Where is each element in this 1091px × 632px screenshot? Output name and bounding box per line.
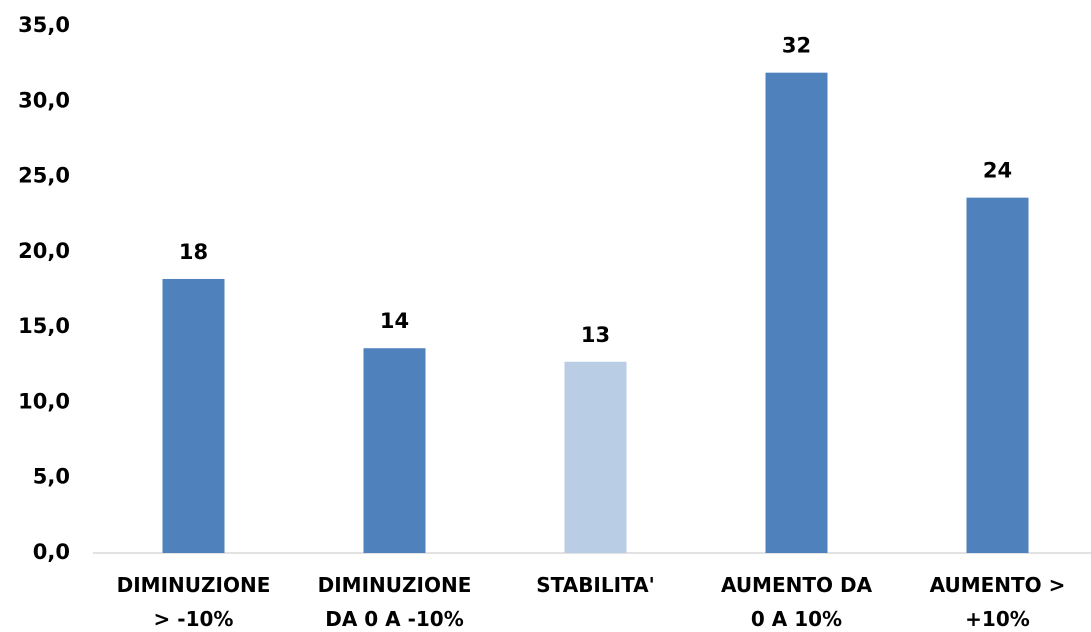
x-tick-label: AUMENTO > +10%	[930, 573, 1066, 631]
bar	[966, 197, 1029, 553]
y-tick-label: 25,0	[18, 164, 70, 188]
x-tick-label-line: AUMENTO >	[930, 573, 1066, 597]
x-tick-label-line: DA 0 A -10%	[325, 607, 464, 631]
bar	[564, 361, 627, 553]
y-tick-label: 20,0	[18, 239, 70, 263]
data-label: 14	[380, 309, 409, 333]
x-tick-label-line: STABILITA'	[536, 573, 655, 597]
bar	[765, 72, 828, 554]
y-tick-label: 30,0	[18, 88, 70, 112]
x-tick-label-line: 0 A 10%	[751, 607, 842, 631]
y-tick-label: 35,0	[18, 13, 70, 37]
data-label: 13	[581, 323, 610, 347]
y-tick-label: 5,0	[33, 465, 70, 489]
bar	[162, 278, 225, 553]
x-tick-label-line: AUMENTO DA	[721, 573, 873, 597]
bar	[363, 348, 426, 553]
x-tick-label-line: DIMINUZIONE	[117, 573, 271, 597]
x-tick-label: STABILITA'	[536, 573, 655, 597]
data-label: 18	[179, 240, 208, 264]
x-tick-label: DIMINUZIONE > -10%	[117, 573, 271, 631]
y-tick-label: 0,0	[33, 540, 70, 564]
y-tick-label: 10,0	[18, 389, 70, 413]
y-tick-label: 15,0	[18, 314, 70, 338]
data-label: 24	[983, 159, 1012, 183]
x-tick-label-line: DIMINUZIONE	[318, 573, 472, 597]
data-label: 32	[782, 34, 811, 58]
x-tick-label: AUMENTO DA 0 A 10%	[721, 573, 873, 631]
x-tick-label-line: > -10%	[154, 607, 234, 631]
x-tick-label: DIMINUZIONE DA 0 A -10%	[318, 573, 472, 631]
x-tick-label-line: +10%	[965, 607, 1030, 631]
